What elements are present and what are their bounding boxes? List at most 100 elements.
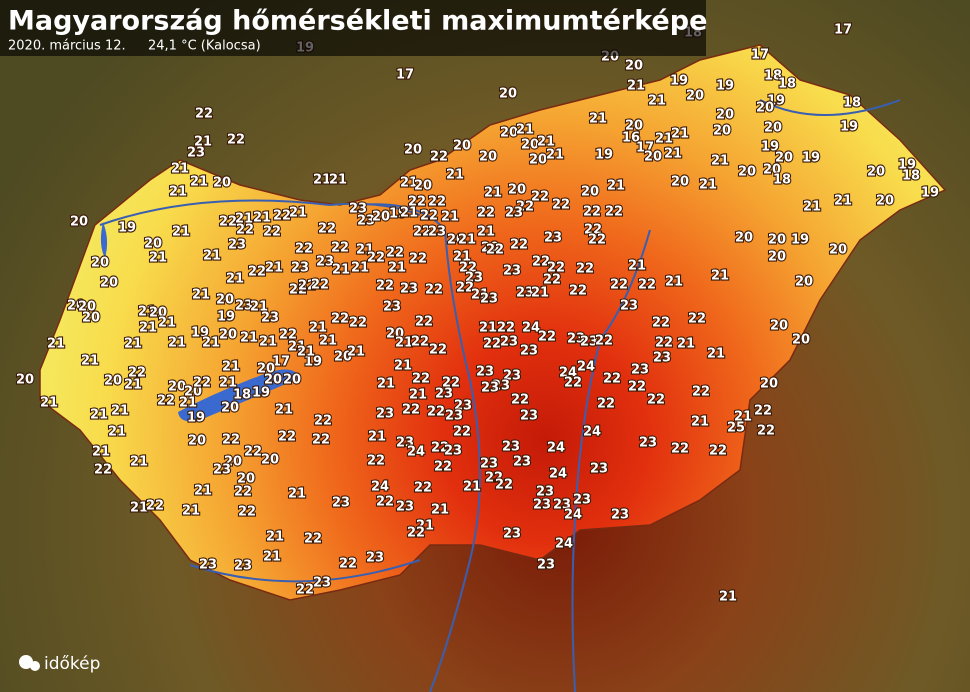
station-temperature: 22 — [543, 273, 561, 288]
station-temperature: 19 — [217, 310, 235, 325]
station-temperature: 21 — [194, 135, 212, 150]
date: 2020. március 12. — [8, 39, 126, 54]
station-temperature: 20 — [237, 472, 255, 487]
station-temperature: 21 — [711, 154, 729, 169]
station-temperature: 20 — [283, 373, 301, 388]
station-temperature: 24 — [583, 425, 601, 440]
station-temperature: 23 — [505, 206, 523, 221]
station-temperature: 21 — [172, 225, 190, 240]
station-temperature: 22 — [408, 195, 426, 210]
station-temperature: 22 — [652, 316, 670, 331]
station-temperature: 22 — [331, 312, 349, 327]
station-temperature: 17 — [272, 355, 290, 370]
station-temperature: 24 — [522, 321, 540, 336]
station-temperature: 22 — [692, 385, 710, 400]
station-temperature: 17 — [396, 68, 414, 83]
station-temperature: 22 — [296, 583, 314, 598]
station-temperature: 19 — [595, 148, 613, 163]
station-temperature: 23 — [444, 444, 462, 459]
station-temperature: 20 — [775, 151, 793, 166]
station-temperature: 23 — [235, 299, 253, 314]
station-temperature: 22 — [477, 206, 495, 221]
station-temperature: 21 — [194, 484, 212, 499]
station-temperature: 23 — [516, 286, 534, 301]
station-temperature: 22 — [647, 393, 665, 408]
station-temperature: 22 — [486, 243, 504, 258]
station-temperature: 22 — [430, 150, 448, 165]
station-temperature: 22 — [427, 405, 445, 420]
station-temperature: 22 — [376, 495, 394, 510]
station-temperature: 20 — [581, 185, 599, 200]
station-temperature: 20 — [261, 453, 279, 468]
station-temperature: 21 — [416, 519, 434, 534]
station-temperature: 21 — [589, 112, 607, 127]
station-temperature: 20 — [792, 333, 810, 348]
station-temperature: 22 — [576, 262, 594, 277]
station-temperature: 20 — [768, 250, 786, 265]
station-temperature: 19 — [187, 411, 205, 426]
station-temperature: 22 — [638, 278, 656, 293]
station-temperature: 22 — [157, 394, 175, 409]
station-temperature: 23 — [567, 332, 585, 347]
station-temperature: 21 — [400, 176, 418, 191]
station-temperature: 21 — [665, 275, 683, 290]
station-temperature: 22 — [367, 251, 385, 266]
station-temperature: 21 — [219, 376, 237, 391]
station-temperature: 20 — [219, 328, 237, 343]
station-temperature: 19 — [921, 186, 939, 201]
station-temperature: 20 — [500, 126, 518, 141]
station-temperature: 23 — [480, 292, 498, 307]
station-temperature: 24 — [564, 508, 582, 523]
station-temperature: 22 — [273, 209, 291, 224]
station-temperature: 20 — [213, 176, 231, 191]
station-temperature: 21 — [179, 396, 197, 411]
station-temperature: 19 — [802, 151, 820, 166]
station-temperature: 22 — [532, 255, 550, 270]
station-temperature: 21 — [699, 178, 717, 193]
station-temperature: 22 — [603, 372, 621, 387]
station-temperature: 21 — [266, 530, 284, 545]
station-temperature: 23 — [316, 255, 334, 270]
station-temperature: 22 — [314, 414, 332, 429]
station-temperature: 21 — [463, 480, 481, 495]
station-temperature: 21 — [240, 331, 258, 346]
station-temperature: 23 — [234, 559, 252, 574]
station-temperature: 22 — [456, 281, 474, 296]
station-temperature: 23 — [513, 455, 531, 470]
station-temperature: 24 — [407, 445, 425, 460]
station-temperature: 21 — [477, 225, 495, 240]
station-temperature: 23 — [533, 498, 551, 513]
station-temperature: 20 — [372, 210, 390, 225]
station-temperature: 21 — [446, 168, 464, 183]
station-temperature: 20 — [738, 165, 756, 180]
station-temperature: 21 — [169, 185, 187, 200]
station-temperature: 22 — [483, 337, 501, 352]
station-temperature: 22 — [227, 133, 245, 148]
station-temperature: 22 — [386, 246, 404, 261]
station-temperature: 20 — [257, 362, 275, 377]
station-temperature: 25 — [727, 421, 745, 436]
station-temperature: 18 — [843, 96, 861, 111]
station-temperature: 21 — [691, 415, 709, 430]
station-temperature: 22 — [278, 430, 296, 445]
station-temperature: 21 — [203, 249, 221, 264]
station-temperature: 23 — [396, 500, 414, 515]
station-temperature: 24 — [559, 366, 577, 381]
station-temperature: 20 — [529, 153, 547, 168]
station-temperature: 22 — [569, 284, 587, 299]
station-temperature: 22 — [459, 261, 477, 276]
station-temperature: 21 — [803, 200, 821, 215]
station-temperature: 21 — [356, 243, 374, 258]
station-temperature: 22 — [583, 205, 601, 220]
station-temperature: 21 — [149, 251, 167, 266]
station-temperature: 20 — [221, 401, 239, 416]
station-temperature: 20 — [760, 377, 778, 392]
station-temperature: 19 — [898, 158, 916, 173]
station-temperature: 21 — [235, 212, 253, 227]
logo: időkép — [44, 654, 100, 674]
station-temperature: 23 — [492, 379, 510, 394]
station-temperature: 20 — [78, 300, 96, 315]
station-temperature: 22 — [312, 433, 330, 448]
station-temperature: 21 — [394, 359, 412, 374]
station-temperature: 20 — [168, 380, 186, 395]
